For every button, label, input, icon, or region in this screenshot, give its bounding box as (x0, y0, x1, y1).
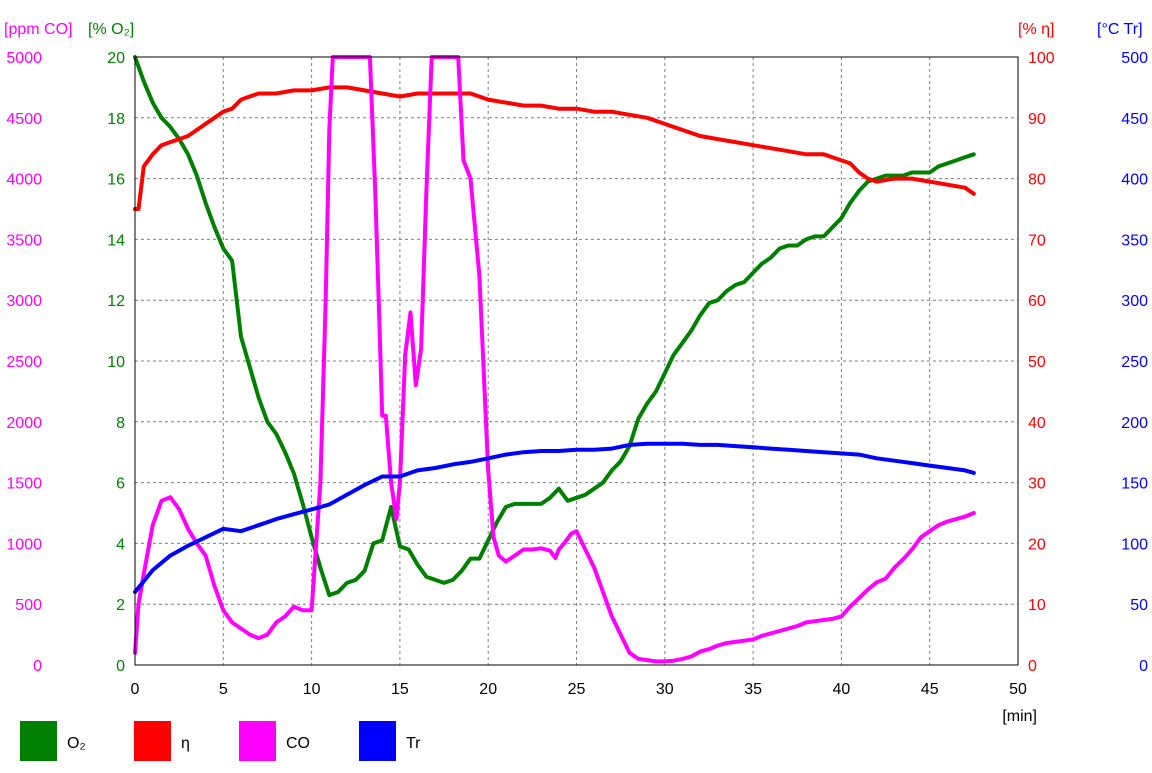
x-tick-label: 35 (744, 681, 762, 698)
y-tick-label-eta: 50 (1028, 354, 1046, 371)
y-tick-label-o2: 4 (116, 536, 125, 553)
x-tick-label: 5 (219, 681, 228, 698)
y-tick-label-co: 1500 (6, 476, 42, 493)
y-tick-label-tr: 100 (1121, 536, 1148, 553)
x-tick-label: 25 (568, 681, 586, 698)
y-tick-label-tr: 50 (1130, 597, 1148, 614)
y-tick-label-o2: 6 (116, 476, 125, 493)
x-tick-label: 50 (1009, 681, 1027, 698)
y-tick-label-co: 0 (33, 658, 42, 675)
legend-swatch-tr (359, 721, 396, 761)
y-axis-title-co: [ppm CO] (4, 21, 72, 38)
y-tick-label-tr: 400 (1121, 172, 1148, 189)
y-tick-label-eta: 0 (1028, 658, 1037, 675)
x-tick-label: 45 (921, 681, 939, 698)
legend-label-o2: O₂ (67, 735, 86, 752)
legend-swatch-eta (134, 721, 171, 761)
plot-frame (134, 56, 1019, 666)
grid-lines (135, 57, 1018, 665)
x-tick-label: 10 (303, 681, 321, 698)
x-tick-label: 0 (131, 681, 140, 698)
series-line-tr (133, 441, 976, 594)
y-tick-label-o2: 18 (107, 111, 125, 128)
legend: O₂ η CO Tr (20, 721, 421, 761)
y-axis-title-o2: [% O₂] (88, 21, 134, 38)
y-tick-label-tr: 300 (1121, 293, 1148, 310)
y-tick-label-co: 2000 (6, 415, 42, 432)
legend-swatch-o2 (20, 721, 57, 761)
y-tick-label-eta: 70 (1028, 232, 1046, 249)
y-tick-label-o2: 10 (107, 354, 125, 371)
y-tick-label-co: 500 (15, 597, 42, 614)
y-tick-label-o2: 12 (107, 293, 125, 310)
y-tick-label-eta: 20 (1028, 536, 1046, 553)
y-tick-label-tr: 500 (1121, 50, 1148, 67)
y-tick-label-o2: 16 (107, 172, 125, 189)
y-tick-label-o2: 20 (107, 50, 125, 67)
y-tick-label-co: 5000 (6, 50, 42, 67)
y-tick-label-tr: 200 (1121, 415, 1148, 432)
legend-swatch-co (239, 721, 276, 761)
y-tick-label-o2: 2 (116, 597, 125, 614)
axes: 0500100015002000250030003500400045005000… (4, 21, 1148, 698)
legend-label-co: CO (286, 735, 310, 752)
y-tick-label-tr: 0 (1139, 658, 1148, 675)
legend-label-eta: η (181, 735, 190, 752)
x-tick-label: 20 (479, 681, 497, 698)
y-tick-label-co: 1000 (6, 536, 42, 553)
x-axis-label: [min] (1002, 708, 1037, 725)
x-tick-label: 30 (656, 681, 674, 698)
y-tick-label-co: 4000 (6, 172, 42, 189)
series-lines (133, 55, 976, 664)
y-tick-label-eta: 90 (1028, 111, 1046, 128)
x-tick-label: 40 (833, 681, 851, 698)
y-tick-label-co: 2500 (6, 354, 42, 371)
x-tick-label: 15 (391, 681, 409, 698)
y-tick-label-eta: 60 (1028, 293, 1046, 310)
series-line-co (133, 55, 976, 664)
y-tick-label-eta: 30 (1028, 476, 1046, 493)
legend-label-tr: Tr (406, 735, 421, 752)
y-tick-label-eta: 10 (1028, 597, 1046, 614)
y-tick-label-co: 3500 (6, 232, 42, 249)
series-line-o2 (133, 55, 976, 598)
y-tick-label-tr: 350 (1121, 232, 1148, 249)
y-tick-label-co: 4500 (6, 111, 42, 128)
y-tick-label-tr: 150 (1121, 476, 1148, 493)
y-tick-label-tr: 450 (1121, 111, 1148, 128)
y-axis-title-tr: [°C Tr] (1097, 21, 1143, 38)
series-line-eta (133, 85, 976, 211)
y-tick-label-co: 3000 (6, 293, 42, 310)
y-tick-label-eta: 40 (1028, 415, 1046, 432)
y-tick-label-eta: 80 (1028, 172, 1046, 189)
y-axis-title-eta: [% η] (1018, 21, 1054, 38)
y-tick-label-tr: 250 (1121, 354, 1148, 371)
y-tick-label-o2: 8 (116, 415, 125, 432)
y-tick-label-o2: 14 (107, 232, 125, 249)
y-tick-label-o2: 0 (116, 658, 125, 675)
y-tick-label-eta: 100 (1028, 50, 1055, 67)
